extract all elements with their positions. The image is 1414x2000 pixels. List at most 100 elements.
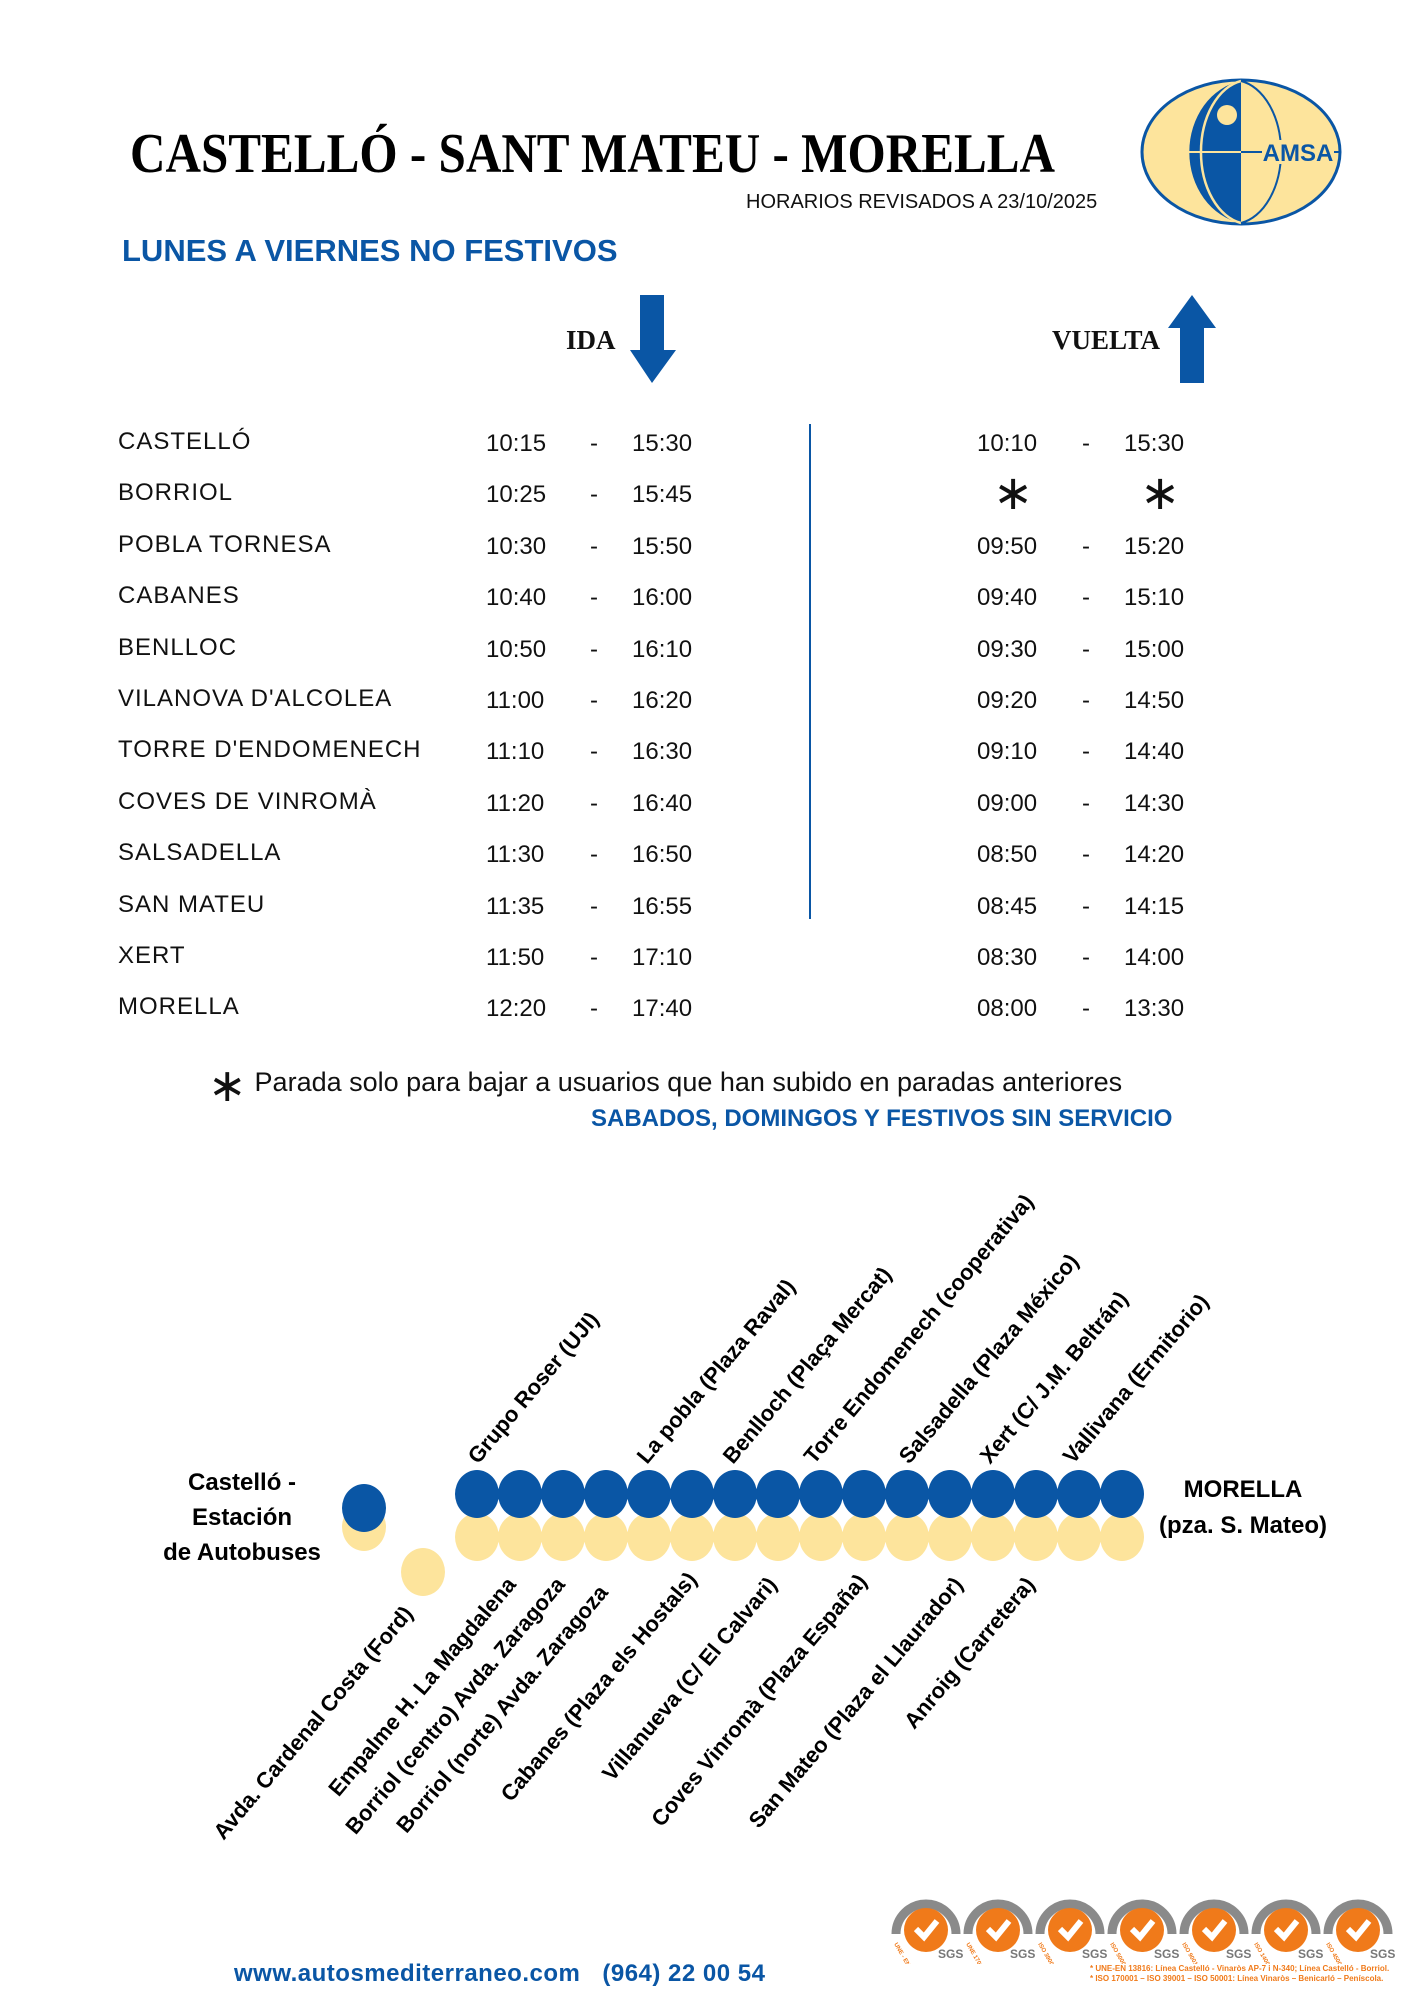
certification-notes: * UNE-EN 13816: Línea Castelló - Vinaròs… (1090, 1964, 1389, 1984)
sgs-badge: SGS ISO 50001 (1107, 1899, 1179, 1964)
stop-dot-vuelta (584, 1513, 628, 1561)
sgs-badge: SGS ISO 45001 (1323, 1899, 1395, 1964)
vuelta-time: 14:50 (1124, 687, 1185, 714)
ida-time: 10:40 (486, 584, 547, 612)
vuelta-time: 15:30 (1124, 430, 1185, 457)
ida-label: IDA (566, 325, 616, 355)
footnote: ∗ Parada solo para bajar a usuarios que h… (208, 1058, 1122, 1112)
stop-dot-ida (342, 1484, 386, 1532)
stop-name: BENLLOC (118, 633, 238, 661)
stop-dot-vuelta (756, 1513, 800, 1561)
stop-dot-ida (1057, 1470, 1101, 1518)
stop-name: COVES DE VINROMÀ (118, 787, 377, 815)
ida-time: 15:50 (632, 532, 693, 560)
day-type-heading: LUNES A VIERNES NO FESTIVOS (122, 233, 618, 268)
sgs-text: SGS (1226, 1947, 1251, 1961)
sgs-badge: SGS ISO 14001 (1251, 1899, 1323, 1964)
vuelta-time: 09:30 (977, 635, 1038, 663)
vuelta-label: VUELTA (1052, 325, 1161, 355)
separator: - (590, 481, 598, 509)
cert-label: ISO 45001 (1324, 1942, 1344, 1964)
ida-time: 12:20 (486, 995, 547, 1023)
destination-label: MORELLA (1184, 1476, 1303, 1503)
stop-dot-ida (1014, 1470, 1058, 1518)
ida-time: 11:00 (486, 687, 545, 714)
footnote-text: Parada solo para bajar a usuarios que ha… (254, 1067, 1123, 1097)
separator: - (590, 738, 598, 766)
asterisk-icon: ∗ (208, 1059, 247, 1111)
stop-name: VILANOVA D'ALCOLEA (118, 685, 393, 712)
ida-time: 11:20 (486, 789, 545, 817)
vuelta-time: 14:15 (1124, 892, 1185, 920)
separator: - (1082, 532, 1090, 560)
sgs-badge: SGS ISO 39001 (1035, 1899, 1107, 1964)
table-row: SAN MATEU 11:35 - 16:55 08:45 - 14:15 (0, 891, 1414, 933)
cert-label: ISO 50001 (1108, 1942, 1128, 1964)
stop-dot-ida (713, 1470, 757, 1518)
vuelta-time: 10:10 (977, 430, 1038, 457)
table-row: COVES DE VINROMÀ 11:20 - 16:40 09:00 - 14:30 (0, 787, 1414, 830)
table-row: BENLLOC 10:50 - 16:10 09:30 - 15:00 (0, 633, 1414, 676)
ida-time: 11:50 (486, 944, 545, 971)
separator: - (1082, 635, 1090, 663)
table-row: CASTELLÓ 10:15 - 15:30 10:10 - 15:30 (0, 428, 1414, 470)
vuelta-time: 14:40 (1124, 738, 1185, 766)
table-row: XERT 11:50 - 17:10 08:30 - 14:00 (0, 942, 1414, 984)
stop-label-bottom: Villanueva (C/ El Calvari) (597, 1572, 782, 1785)
separator: - (590, 532, 598, 560)
separator: - (1082, 584, 1090, 612)
stop-dot-ida (541, 1470, 585, 1518)
vuelta-time: 08:00 (977, 995, 1038, 1023)
stop-dot-ida (885, 1470, 929, 1518)
stop-dot-ida (1100, 1470, 1144, 1518)
ida-time: 10:25 (486, 481, 547, 509)
separator: - (1082, 892, 1090, 920)
table-row: VILANOVA D'ALCOLEA 11:00 - 16:20 09:20 - 14:50 (0, 685, 1414, 727)
stop-dot-vuelta (928, 1513, 972, 1561)
stop-dot-ida (498, 1470, 542, 1518)
separator: - (590, 892, 598, 920)
stop-dot-vuelta (1014, 1513, 1058, 1561)
page-title: CASTELLÓ - SANT MATEU - MORELLA (130, 123, 1055, 185)
stop-name: CASTELLÓ (118, 428, 252, 455)
separator: - (590, 944, 598, 971)
route-map: Castelló - Estación de Autobuses MORELLA (pz… (163, 1189, 1327, 1844)
separator: - (1082, 995, 1090, 1023)
cert-note: * UNE-EN 13816: Línea Castelló - Vinaròs… (1090, 1964, 1390, 1973)
stop-label-top: La pobla (Plaza Raval) (632, 1274, 800, 1468)
table-row: MORELLA 12:20 - 17:40 08:00 - 13:30 (0, 993, 1414, 1035)
vuelta-time: 09:40 (977, 584, 1038, 612)
vuelta-time: 09:00 (977, 789, 1038, 817)
stop-dot-vuelta (498, 1513, 542, 1561)
table-row: SALSADELLA 11:30 - 16:50 08:50 - 14:20 (0, 839, 1414, 881)
ida-time: 16:40 (632, 789, 693, 817)
ida-time: 10:15 (486, 430, 547, 457)
asterisk-icon: ∗ (993, 467, 1034, 521)
stop-dot-vuelta (885, 1513, 929, 1561)
stop-dot-vuelta (713, 1513, 757, 1561)
cert-label: ISO 14001 (1252, 1942, 1272, 1964)
sgs-text: SGS (1298, 1947, 1323, 1961)
phone-number: (964) 22 00 54 (602, 1960, 766, 1987)
origin-label: Estación (192, 1504, 292, 1531)
website-link[interactable]: www.autosmediterraneo.com (234, 1960, 581, 1987)
vuelta-time: 14:00 (1124, 944, 1185, 971)
separator: - (1082, 841, 1090, 869)
sgs-text: SGS (938, 1947, 963, 1961)
stop-dot-ida (928, 1470, 972, 1518)
destination-label: (pza. S. Mateo) (1159, 1512, 1327, 1539)
vuelta-time: 08:50 (977, 841, 1038, 869)
vuelta-time: 15:00 (1124, 635, 1185, 663)
ida-time: 15:30 (632, 430, 693, 457)
stop-dot-ida (670, 1470, 714, 1518)
revision-date: HORARIOS REVISADOS A 23/10/2025 (746, 191, 1098, 213)
sgs-text: SGS (1082, 1947, 1107, 1961)
ida-time: 16:10 (632, 635, 693, 663)
stop-label-bottom: Borriol (centro) Avda. Zaragoza (340, 1572, 570, 1839)
table-row: BORRIOL 10:25 - 15:45 ∗ ∗ (0, 467, 1414, 521)
stop-dot-vuelta (401, 1548, 445, 1596)
ida-time: 11:10 (486, 738, 545, 766)
title-text: CASTELLÓ - SANT MATEU - MORELLA (130, 123, 1055, 185)
ida-time: 16:20 (632, 687, 693, 714)
